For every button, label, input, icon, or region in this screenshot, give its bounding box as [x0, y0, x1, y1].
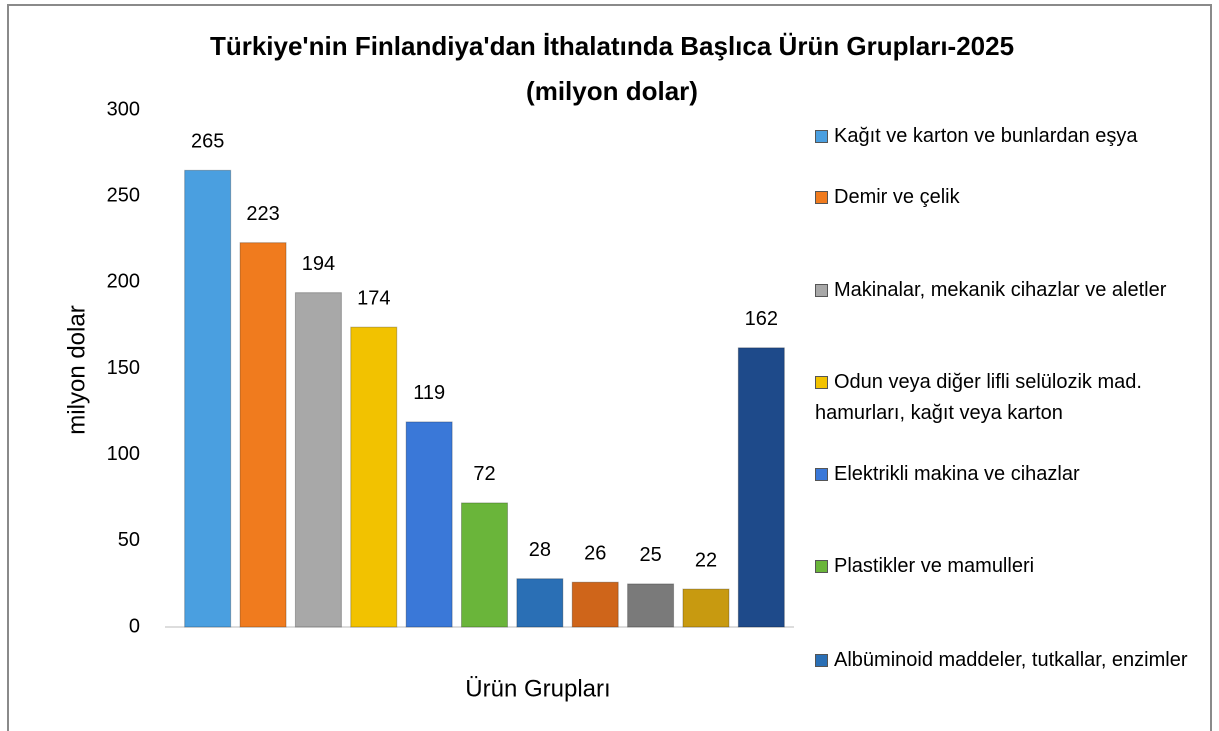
legend-item: Kağıt ve karton ve bunlardan eşya: [815, 121, 1195, 152]
bar: [184, 169, 232, 628]
bar: [294, 292, 342, 628]
bar: [516, 578, 564, 628]
legend-swatch: [815, 468, 828, 481]
legend-label: Elektrikli makina ve cihazlar: [834, 463, 1080, 485]
bar: [627, 583, 675, 628]
legend-item: Albüminoid maddeler, tutkallar, enzimler: [815, 645, 1195, 676]
y-tick-label: 150: [107, 357, 140, 379]
legend-item: Makinalar, mekanik cihazlar ve aletler: [815, 275, 1195, 306]
data-label: 26: [584, 542, 606, 564]
bar: [239, 242, 287, 628]
legend-swatch: [815, 376, 828, 389]
chart-subtitle: (milyon dolar): [526, 76, 698, 106]
legend-label: Albüminoid maddeler, tutkallar, enzimler: [834, 649, 1188, 671]
x-axis-label: Ürün Grupları: [465, 675, 610, 702]
legend-label: Kağıt ve karton ve bunlardan eşya: [834, 125, 1138, 147]
legend-item: Elektrikli makina ve cihazlar: [815, 459, 1195, 490]
legend-swatch: [815, 130, 828, 143]
legend-swatch: [815, 284, 828, 297]
legend-label: Demir ve çelik: [834, 186, 960, 208]
data-label: 194: [302, 253, 335, 275]
y-tick-label: 50: [118, 529, 140, 551]
bar: [682, 588, 730, 628]
data-label: 25: [639, 544, 661, 566]
y-axis-label: milyon dolar: [63, 305, 90, 434]
data-label: 174: [357, 287, 390, 309]
data-label: 119: [413, 382, 445, 404]
y-tick-label: 300: [107, 98, 140, 120]
legend-swatch: [815, 560, 828, 573]
legend-swatch: [815, 191, 828, 204]
legend-label: Makinalar, mekanik cihazlar ve aletler: [834, 279, 1167, 301]
y-tick-label: 200: [107, 271, 140, 293]
data-label: 22: [695, 549, 717, 571]
legend-item: Plastikler ve mamulleri: [815, 551, 1195, 582]
data-label: 28: [529, 539, 551, 561]
bar: [571, 581, 619, 628]
legend-item: Demir ve çelik: [815, 182, 1195, 213]
y-tick-label: 250: [107, 184, 140, 206]
legend-label: Plastikler ve mamulleri: [834, 555, 1035, 577]
data-label: 265: [191, 131, 224, 153]
legend-swatch: [815, 654, 828, 667]
y-tick-label: 0: [129, 615, 140, 637]
bar: [737, 347, 785, 628]
chart-title: Türkiye'nin Finlandiya'dan İthalatında B…: [210, 31, 1014, 61]
bar: [405, 421, 453, 628]
legend-item: Odun veya diğer lifli selülozik mad. ham…: [815, 367, 1195, 429]
data-label: 223: [246, 203, 279, 225]
y-tick-label: 100: [107, 443, 140, 465]
data-label: 72: [473, 463, 495, 485]
legend-label: Odun veya diğer lifli selülozik mad. ham…: [815, 371, 1142, 424]
bar: [350, 326, 398, 628]
bar: [461, 502, 508, 628]
data-label: 162: [745, 308, 778, 330]
